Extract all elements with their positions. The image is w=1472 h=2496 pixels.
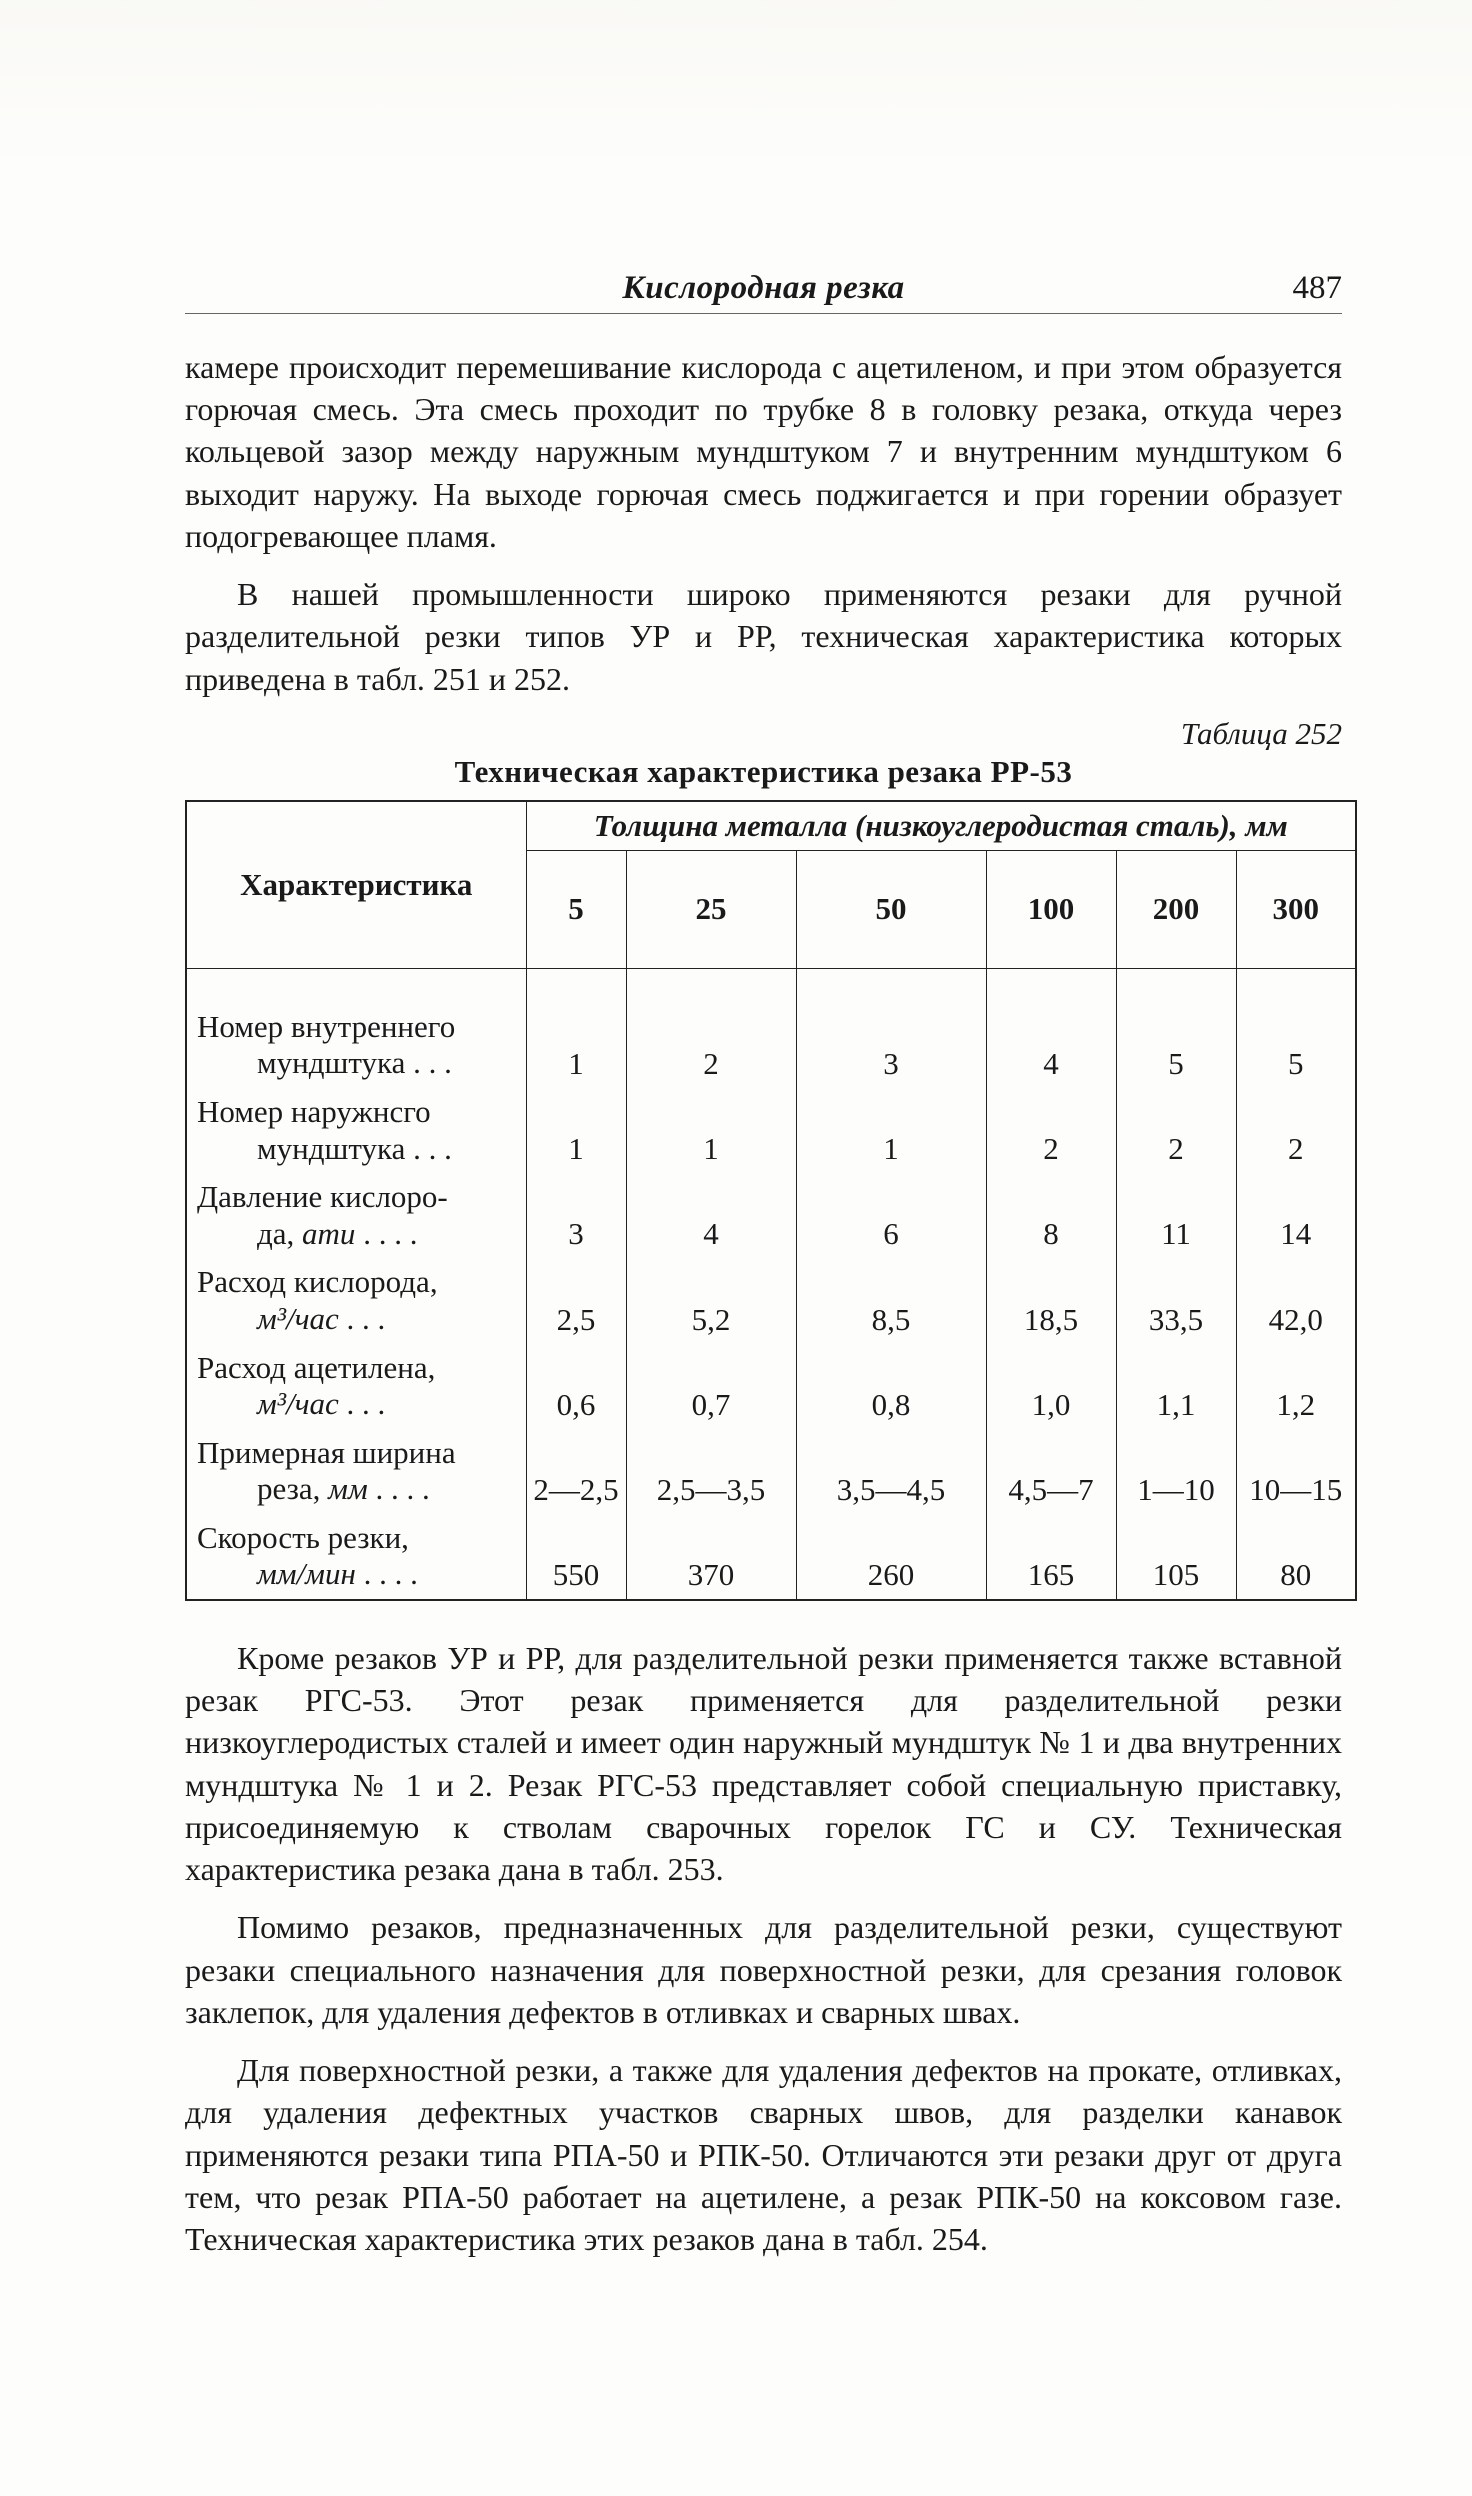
cell: 1,1 <box>1116 1344 1236 1429</box>
table-caption: Техническая характеристика резака РР-53 <box>185 754 1342 790</box>
cell: 0,6 <box>526 1344 626 1429</box>
cell: 3 <box>796 1003 986 1088</box>
col-header-5: 5 <box>526 850 626 968</box>
cell: 2,5 <box>526 1258 626 1343</box>
cell: 5,2 <box>626 1258 796 1343</box>
row-label: Расход ацетилена,м³/час . . . <box>186 1344 526 1429</box>
paragraph-4-text: Помимо резаков, предназначенных для разд… <box>185 1909 1342 2029</box>
cell: 1 <box>626 1088 796 1173</box>
cell: 0,8 <box>796 1344 986 1429</box>
col-header-characteristic: Характеристика <box>186 801 526 969</box>
cell: 4 <box>986 1003 1116 1088</box>
col-header-group-unit: мм <box>1245 808 1287 843</box>
cell: 1 <box>796 1088 986 1173</box>
col-header-100: 100 <box>986 850 1116 968</box>
spacer-cell <box>626 968 796 1003</box>
cell: 5 <box>1116 1003 1236 1088</box>
spacer-cell <box>526 968 626 1003</box>
paragraph-3-text: Кроме резаков УР и РР, для разделительно… <box>185 1640 1342 1887</box>
cell: 1 <box>526 1088 626 1173</box>
cell: 2 <box>1236 1088 1356 1173</box>
col-header-group-prefix: Толщина металла (низкоуглеродистая сталь… <box>594 808 1246 843</box>
row-label: Давление кислоро-да, ати . . . . <box>186 1173 526 1258</box>
cell: 2,5—3,5 <box>626 1429 796 1514</box>
cell: 80 <box>1236 1514 1356 1600</box>
cell: 6 <box>796 1173 986 1258</box>
cell: 2—2,5 <box>526 1429 626 1514</box>
cell: 105 <box>1116 1514 1236 1600</box>
cell: 550 <box>526 1514 626 1600</box>
cell: 1—10 <box>1116 1429 1236 1514</box>
spacer-cell <box>1116 968 1236 1003</box>
col-header-25: 25 <box>626 850 796 968</box>
paragraph-2: В нашей промышленности широко применяютс… <box>185 573 1342 700</box>
paragraph-5-text: Для поверхностной резки, а также для уда… <box>185 2052 1342 2257</box>
cell: 5 <box>1236 1003 1356 1088</box>
table-label-row: Таблица 252 <box>185 716 1342 752</box>
page-number: 487 <box>1262 270 1342 307</box>
row-label: Скорость резки,мм/мин . . . . <box>186 1514 526 1600</box>
paragraph-4: Помимо резаков, предназначенных для разд… <box>185 1906 1342 2033</box>
paragraph-3: Кроме резаков УР и РР, для разделительно… <box>185 1637 1342 1890</box>
cell: 2 <box>986 1088 1116 1173</box>
cell: 11 <box>1116 1173 1236 1258</box>
spacer-cell <box>796 968 986 1003</box>
spacer-cell <box>986 968 1116 1003</box>
cell: 14 <box>1236 1173 1356 1258</box>
cell: 4,5—7 <box>986 1429 1116 1514</box>
table-label: Таблица 252 <box>1181 716 1342 752</box>
cell: 33,5 <box>1116 1258 1236 1343</box>
cell: 370 <box>626 1514 796 1600</box>
paragraph-1: камере происходит перемешивание кислород… <box>185 346 1342 557</box>
col-header-50: 50 <box>796 850 986 968</box>
cell: 1,2 <box>1236 1344 1356 1429</box>
cell: 4 <box>626 1173 796 1258</box>
cell: 8,5 <box>796 1258 986 1343</box>
paragraph-5: Для поверхностной резки, а также для уда… <box>185 2049 1342 2260</box>
data-table: Характеристика Толщина металла (низкоугл… <box>185 800 1357 1601</box>
col-header-group: Толщина металла (низкоуглеродистая сталь… <box>526 801 1356 851</box>
cell: 10—15 <box>1236 1429 1356 1514</box>
cell: 3,5—4,5 <box>796 1429 986 1514</box>
spacer-cell <box>186 968 526 1003</box>
cell: 1,0 <box>986 1344 1116 1429</box>
row-label: Номер наружнсгомундштука . . . <box>186 1088 526 1173</box>
running-header: Кислородная резка 487 <box>185 270 1342 314</box>
row-label: Примерная ширинареза, мм . . . . <box>186 1429 526 1514</box>
cell: 0,7 <box>626 1344 796 1429</box>
cell: 2 <box>626 1003 796 1088</box>
row-label: Номер внутреннегомундштука . . . <box>186 1003 526 1088</box>
cell: 260 <box>796 1514 986 1600</box>
cell: 42,0 <box>1236 1258 1356 1343</box>
cell: 8 <box>986 1173 1116 1258</box>
paragraph-2-text: В нашей промышленности широко применяютс… <box>185 576 1342 696</box>
scan-shadow <box>0 0 1472 170</box>
col-header-300: 300 <box>1236 850 1356 968</box>
row-label: Расход кислорода,м³/час . . . <box>186 1258 526 1343</box>
page: Кислородная резка 487 камере происходит … <box>0 0 1472 2496</box>
cell: 3 <box>526 1173 626 1258</box>
cell: 18,5 <box>986 1258 1116 1343</box>
cell: 165 <box>986 1514 1116 1600</box>
col-header-200: 200 <box>1116 850 1236 968</box>
running-title: Кислородная резка <box>265 270 1262 307</box>
cell: 1 <box>526 1003 626 1088</box>
cell: 2 <box>1116 1088 1236 1173</box>
spacer-cell <box>1236 968 1356 1003</box>
